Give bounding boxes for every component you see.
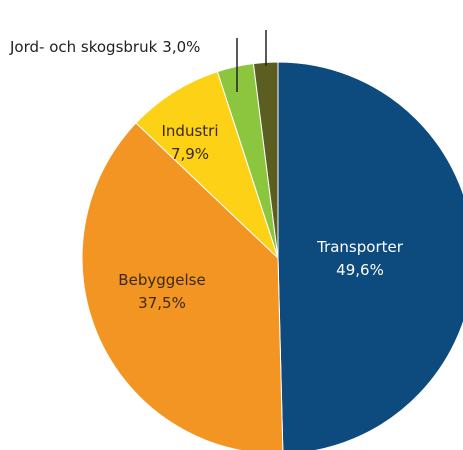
value-label: 7,9% <box>171 145 209 163</box>
category-label: Industri <box>162 122 219 140</box>
category-label: Bebyggelse <box>118 271 205 289</box>
value-label: 49,6% <box>336 261 384 279</box>
slice-label: Jord- och skogsbruk 3,0% <box>9 38 200 56</box>
slice-label: Bebyggelse 37,5% <box>118 271 205 312</box>
category-label: Jord- och skogsbruk <box>9 38 158 56</box>
pie-slice <box>277 61 463 450</box>
slice-label: Transporter 49,6% <box>316 238 404 279</box>
pie-slice <box>81 122 284 450</box>
pie-slice <box>135 70 279 259</box>
value-label: 37,5% <box>138 294 186 312</box>
value-label: 3,0% <box>162 38 200 56</box>
category-label: Transporter <box>316 238 404 256</box>
slice-label: Industri 7,9% <box>162 122 219 163</box>
